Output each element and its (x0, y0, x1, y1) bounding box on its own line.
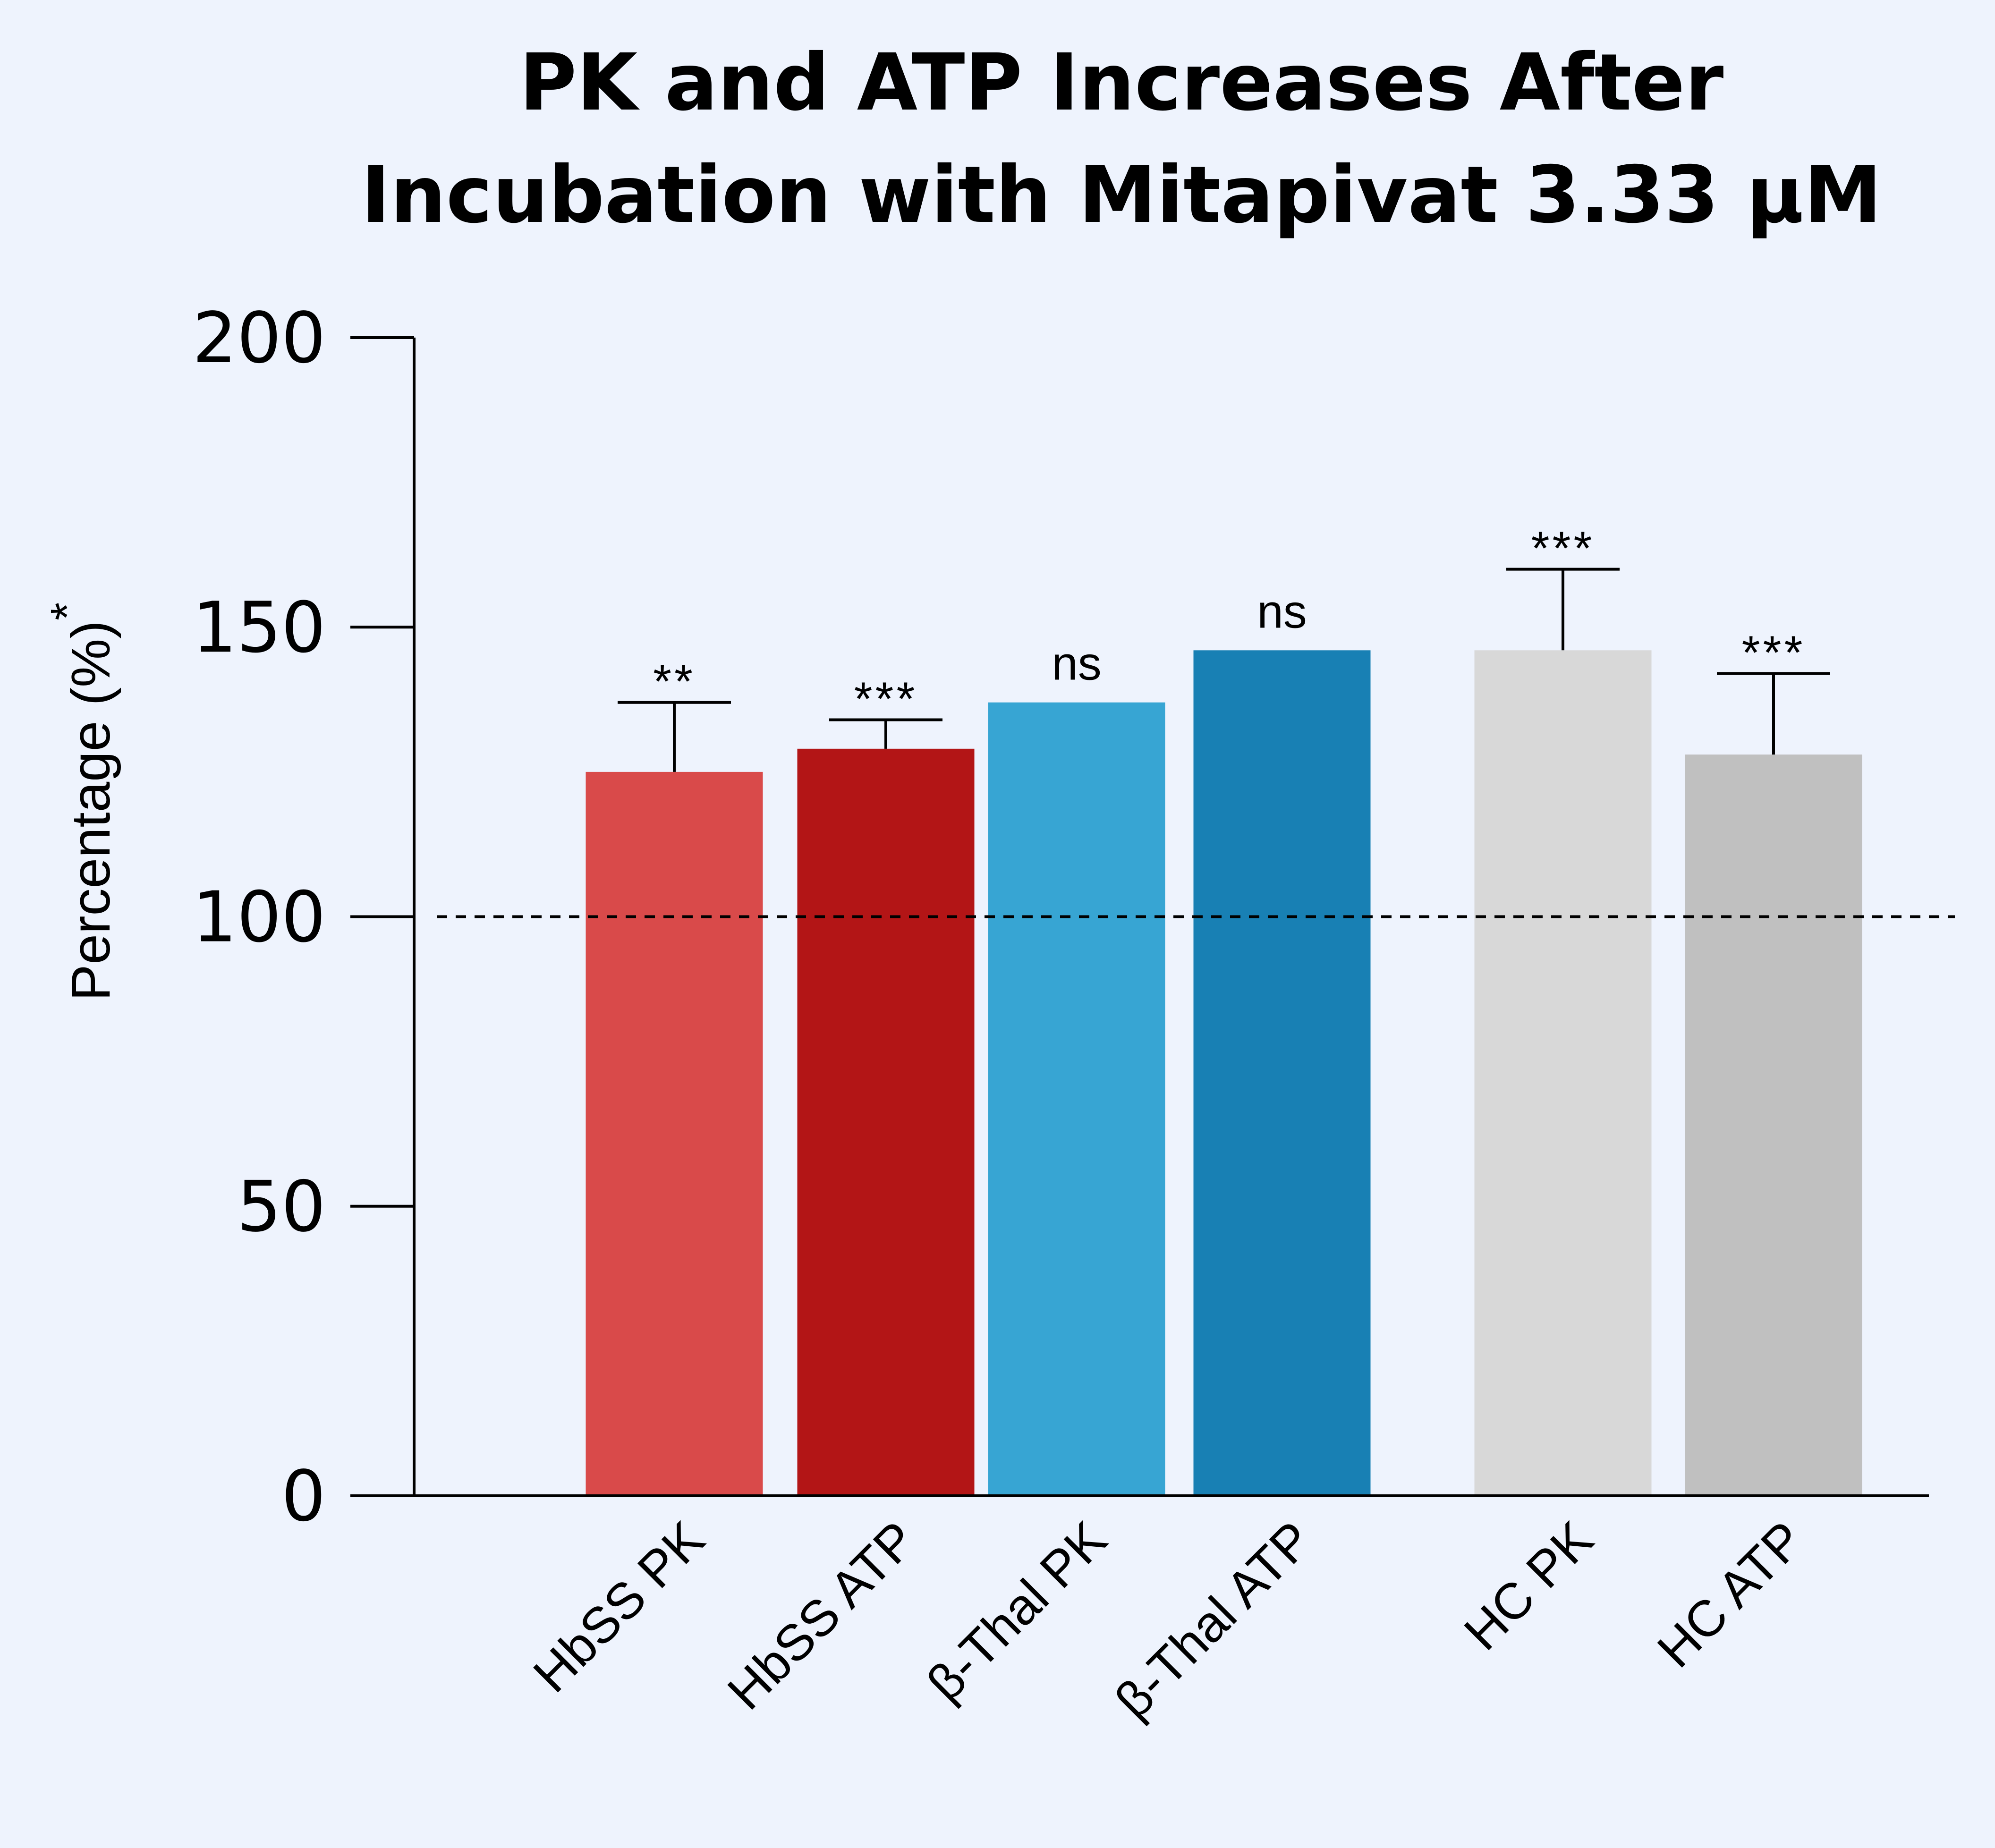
significance-label: *** (1531, 522, 1595, 575)
x-tick-label: HC PK (1453, 1510, 1604, 1661)
x-tick-label: HC ATP (1647, 1510, 1815, 1678)
x-tick-label: β-Thal ATP (1104, 1510, 1323, 1729)
significance-label: *** (1742, 626, 1806, 679)
y-axis-title: Percentage (%)* (41, 602, 121, 1001)
chart-title-line-2: Incubation with Mitapivat 3.33 µM (361, 150, 1882, 241)
bar (797, 748, 975, 1496)
x-tick-label: HbSS ATP (716, 1510, 926, 1721)
y-tick-label: 50 (237, 1166, 326, 1247)
chart-title-line-1: PK and ATP Increases After (519, 37, 1724, 128)
y-tick-label: 100 (193, 877, 326, 958)
bars (586, 650, 1862, 1496)
bar (1193, 650, 1371, 1496)
y-tick-label: 150 (193, 587, 326, 668)
x-tick-label: HbSS PK (522, 1510, 715, 1703)
y-axis-title-text: Percentage (%) (60, 620, 121, 1001)
axes (350, 336, 1929, 1497)
error-bars (618, 568, 1830, 772)
bar (1474, 650, 1652, 1496)
significance-label: ns (1257, 585, 1307, 638)
bar (586, 771, 763, 1496)
y-axis-title-superscript: * (41, 602, 93, 620)
y-tick-label: 200 (193, 297, 326, 379)
significance-label: *** (854, 672, 918, 725)
significance-label: ** (653, 655, 696, 708)
bar (988, 702, 1165, 1496)
x-tick-label: β-Thal PK (916, 1510, 1118, 1712)
bar (1685, 754, 1862, 1496)
significance-label: ns (1052, 637, 1102, 690)
y-tick-label: 0 (281, 1456, 326, 1537)
